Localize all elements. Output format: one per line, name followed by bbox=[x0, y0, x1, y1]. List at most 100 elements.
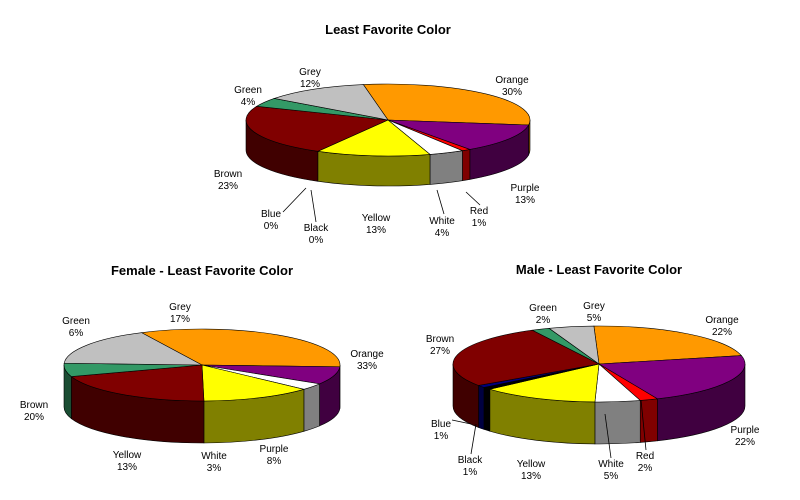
slice-name-purple: Purple bbox=[260, 444, 289, 455]
slice-name-blue: Blue bbox=[261, 209, 281, 220]
pie-slice-orange bbox=[140, 328, 341, 368]
slice-value-green: 2% bbox=[536, 315, 551, 326]
slice-value-orange: 30% bbox=[502, 87, 522, 98]
slice-value-purple: 13% bbox=[515, 195, 535, 206]
slice-name-white: White bbox=[429, 216, 455, 227]
slice-value-orange: 33% bbox=[357, 361, 377, 372]
pie-side-walls bbox=[245, 119, 531, 187]
pie-slice-yellow bbox=[201, 364, 306, 402]
slice-labels: Orange30%Purple13%Red1%White4%Yellow13%B… bbox=[214, 67, 540, 246]
leader-line-white bbox=[604, 413, 612, 459]
slice-name-grey: Grey bbox=[169, 302, 191, 313]
pie-slice-brown bbox=[452, 329, 600, 386]
pie-slice-brown bbox=[245, 105, 390, 152]
slice-value-grey: 5% bbox=[587, 313, 602, 324]
leader-line-blue bbox=[282, 187, 307, 213]
chart-title: Male - Least Favorite Color bbox=[516, 262, 682, 277]
pie-slice-grey bbox=[63, 332, 203, 366]
slice-name-red: Red bbox=[636, 451, 654, 462]
slice-name-green: Green bbox=[62, 316, 90, 327]
slice-name-white: White bbox=[598, 459, 624, 470]
pie-side-walls bbox=[63, 364, 341, 444]
slice-value-purple: 8% bbox=[267, 456, 282, 467]
pie-side-walls bbox=[452, 363, 746, 445]
slice-value-brown: 23% bbox=[218, 181, 238, 192]
slice-name-white: White bbox=[201, 451, 227, 462]
slice-name-brown: Brown bbox=[20, 400, 48, 411]
leader-lines bbox=[451, 399, 647, 459]
slice-value-blue: 1% bbox=[434, 431, 449, 442]
slice-value-yellow: 13% bbox=[521, 471, 541, 482]
slice-name-black: Black bbox=[304, 223, 329, 234]
pie-slice-orange bbox=[362, 83, 531, 126]
slice-name-yellow: Yellow bbox=[517, 459, 546, 470]
slice-labels: Orange22%Purple22%Red2%White5%Yellow13%B… bbox=[426, 301, 760, 482]
pie-slice-grey bbox=[548, 325, 600, 365]
pie-side-white bbox=[303, 383, 320, 432]
leader-lines bbox=[282, 187, 481, 223]
pie-slice-yellow bbox=[316, 119, 431, 157]
leader-line-black bbox=[310, 189, 317, 223]
leader-line-blue bbox=[451, 419, 472, 425]
pie-slice-orange bbox=[593, 325, 743, 365]
slice-value-yellow: 13% bbox=[117, 462, 137, 473]
slice-value-green: 6% bbox=[69, 328, 84, 339]
slice-name-blue: Blue bbox=[431, 419, 451, 430]
slice-name-red: Red bbox=[470, 206, 488, 217]
slice-name-green: Green bbox=[234, 85, 262, 96]
slice-name-yellow: Yellow bbox=[362, 213, 391, 224]
slice-value-white: 3% bbox=[207, 463, 222, 474]
pie-side-yellow bbox=[317, 150, 431, 187]
pie-top-faces bbox=[63, 328, 341, 402]
leader-line-red bbox=[465, 191, 481, 206]
slice-value-black: 0% bbox=[309, 235, 324, 246]
chart-title: Female - Least Favorite Color bbox=[111, 263, 293, 278]
slice-name-black: Black bbox=[458, 455, 483, 466]
slice-value-blue: 0% bbox=[264, 221, 279, 232]
pie-slice-yellow bbox=[488, 363, 600, 403]
slice-name-purple: Purple bbox=[731, 425, 760, 436]
slice-name-brown: Brown bbox=[214, 169, 242, 180]
slice-value-grey: 17% bbox=[170, 314, 190, 325]
slice-name-purple: Purple bbox=[511, 183, 540, 194]
pie-side-red bbox=[462, 149, 471, 182]
slice-value-grey: 12% bbox=[300, 79, 320, 90]
leader-line-white bbox=[436, 189, 445, 215]
slice-name-grey: Grey bbox=[299, 67, 321, 78]
slice-name-orange: Orange bbox=[495, 75, 529, 86]
slice-name-orange: Orange bbox=[350, 349, 384, 360]
slice-name-orange: Orange bbox=[705, 315, 739, 326]
pie-slice-purple bbox=[598, 355, 746, 400]
leader-line-red bbox=[640, 399, 647, 451]
chart-title: Least Favorite Color bbox=[325, 22, 451, 37]
pie-slice-brown bbox=[70, 364, 205, 402]
pie-slice-purple bbox=[387, 119, 530, 150]
pie-chart-male: Male - Least Favorite Color Orange22%Pur… bbox=[426, 262, 760, 482]
pie-top-faces bbox=[452, 325, 746, 403]
slice-value-brown: 20% bbox=[24, 412, 44, 423]
slice-name-yellow: Yellow bbox=[113, 450, 142, 461]
leader-line-black bbox=[470, 423, 477, 455]
slice-value-red: 2% bbox=[638, 463, 653, 474]
pie-side-white bbox=[594, 400, 641, 445]
slice-value-black: 1% bbox=[463, 467, 478, 478]
slice-name-brown: Brown bbox=[426, 334, 454, 345]
slice-value-red: 1% bbox=[472, 218, 487, 229]
slice-value-green: 4% bbox=[241, 97, 256, 108]
slice-value-purple: 22% bbox=[735, 437, 755, 448]
slice-value-white: 4% bbox=[435, 228, 450, 239]
slice-name-grey: Grey bbox=[583, 301, 605, 312]
slice-value-brown: 27% bbox=[430, 346, 450, 357]
slice-value-white: 5% bbox=[604, 471, 619, 482]
pie-side-white bbox=[429, 150, 463, 185]
pie-slice-grey bbox=[273, 84, 389, 121]
pie-side-black bbox=[483, 386, 491, 432]
pie-side-blue bbox=[478, 385, 485, 430]
slice-value-orange: 22% bbox=[712, 327, 732, 338]
slice-name-green: Green bbox=[529, 303, 557, 314]
